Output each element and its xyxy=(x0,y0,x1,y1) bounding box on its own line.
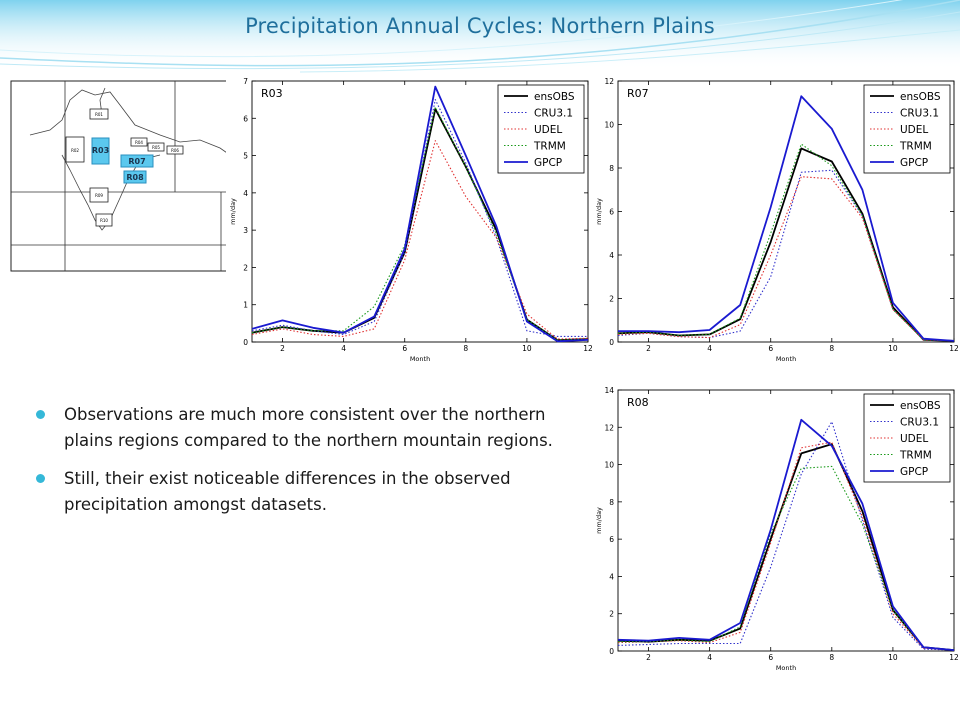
y-tick-label: 3 xyxy=(243,226,248,235)
map-label-r10: R10 xyxy=(100,218,108,223)
legend-label: GPCP xyxy=(534,157,562,169)
x-tick-label: 10 xyxy=(522,344,532,353)
x-axis-label: Month xyxy=(776,355,796,363)
x-tick-label: 6 xyxy=(402,344,407,353)
series-line-udel xyxy=(617,441,955,651)
bullet-item: Still, their exist noticeable difference… xyxy=(36,466,556,518)
y-tick-label: 7 xyxy=(243,77,248,86)
legend-label: GPCP xyxy=(900,466,928,478)
legend-label: UDEL xyxy=(900,124,928,136)
chart-r08: 2 4 6 8 10 12 0 2 4 6 8 10 12 14 Month mm/day R08 ensOBS C… xyxy=(592,384,958,676)
y-tick-label: 0 xyxy=(609,647,614,656)
y-axis-label: mm/day xyxy=(595,198,603,225)
x-axis-label: Month xyxy=(410,355,430,363)
y-tick-label: 10 xyxy=(604,461,614,470)
x-tick-label: 10 xyxy=(888,344,898,353)
bullet-text: Still, their exist noticeable difference… xyxy=(64,469,511,514)
legend-label: TRMM xyxy=(899,450,932,462)
legend-label: CRU3.1 xyxy=(534,108,573,120)
x-tick-label: 2 xyxy=(646,344,651,353)
series-line-udel xyxy=(617,176,955,342)
x-tick-label: 4 xyxy=(341,344,346,353)
legend-label: CRU3.1 xyxy=(900,417,939,429)
map-label-r05: R05 xyxy=(152,145,160,150)
bullet-list: Observations are much more consistent ov… xyxy=(36,402,556,530)
legend-label: ensOBS xyxy=(900,400,941,412)
x-tick-label: 2 xyxy=(280,344,285,353)
legend-label: UDEL xyxy=(900,433,928,445)
x-tick-label: 4 xyxy=(707,653,712,662)
x-tick-label: 12 xyxy=(583,344,592,353)
chart-title: R03 xyxy=(261,87,283,100)
y-tick-label: 8 xyxy=(609,498,614,507)
y-tick-label: 6 xyxy=(609,208,614,217)
bullet-dot-icon xyxy=(36,410,45,419)
legend-label: TRMM xyxy=(533,141,566,153)
series-line-udel xyxy=(251,140,589,340)
map-label-r04: R04 xyxy=(135,140,143,145)
y-tick-label: 6 xyxy=(243,114,248,123)
y-tick-label: 12 xyxy=(604,77,614,86)
y-tick-label: 2 xyxy=(243,263,248,272)
chart-title: R07 xyxy=(627,87,649,100)
chart-r07: 2 4 6 8 10 12 0 2 4 6 8 10 12 Month mm/day R07 ensOBS CRU… xyxy=(592,75,958,367)
y-tick-label: 14 xyxy=(604,386,614,395)
x-axis-label: Month xyxy=(776,664,796,672)
map-label-r03: R03 xyxy=(92,146,109,155)
slide-title: Precipitation Annual Cycles: Northern Pl… xyxy=(245,14,715,38)
map-label-r08: R08 xyxy=(126,173,144,182)
y-tick-label: 4 xyxy=(243,189,248,198)
legend-label: ensOBS xyxy=(900,91,941,103)
x-tick-label: 8 xyxy=(463,344,468,353)
chart-title: R08 xyxy=(627,396,649,409)
y-tick-label: 0 xyxy=(609,338,614,347)
series-line-gpcp xyxy=(617,418,955,651)
region-map: R01 R02 R04 R05 R06 R09 R10 R03 R07 R08 xyxy=(10,80,254,272)
series-line-gpcp xyxy=(618,95,955,342)
series-line-trmm xyxy=(251,106,589,341)
series-line-trmm xyxy=(617,143,955,342)
y-tick-label: 6 xyxy=(609,535,614,544)
x-tick-label: 4 xyxy=(707,344,712,353)
series-line-trmm xyxy=(618,465,955,651)
y-tick-label: 10 xyxy=(604,121,614,130)
y-axis-label: mm/day xyxy=(229,198,237,225)
y-tick-label: 8 xyxy=(609,164,614,173)
y-tick-label: 2 xyxy=(609,295,614,304)
legend-label: TRMM xyxy=(899,141,932,153)
x-tick-label: 8 xyxy=(829,653,834,662)
y-axis-label: mm/day xyxy=(595,507,603,534)
bullet-dot-icon xyxy=(36,474,45,483)
y-tick-label: 4 xyxy=(609,251,614,260)
x-tick-label: 12 xyxy=(949,653,958,662)
map-label-r01: R01 xyxy=(95,112,103,117)
bullet-item: Observations are much more consistent ov… xyxy=(36,402,556,454)
map-label-r02: R02 xyxy=(71,148,79,153)
y-tick-label: 12 xyxy=(604,423,614,432)
series-line-gpcp xyxy=(251,85,589,343)
legend-label: GPCP xyxy=(900,157,928,169)
y-tick-label: 4 xyxy=(609,572,614,581)
y-tick-label: 1 xyxy=(243,301,248,310)
x-tick-label: 12 xyxy=(949,344,958,353)
x-tick-label: 10 xyxy=(888,653,898,662)
x-tick-label: 8 xyxy=(829,344,834,353)
y-tick-label: 2 xyxy=(609,610,614,619)
x-tick-label: 6 xyxy=(768,653,773,662)
map-label-r09: R09 xyxy=(95,193,103,198)
y-tick-label: 0 xyxy=(243,338,248,347)
x-tick-label: 6 xyxy=(768,344,773,353)
map-label-r06: R06 xyxy=(171,148,179,153)
bullet-text: Observations are much more consistent ov… xyxy=(64,405,553,450)
x-tick-label: 2 xyxy=(646,653,651,662)
y-tick-label: 5 xyxy=(243,152,248,161)
region-boxes xyxy=(65,108,184,227)
legend-label: UDEL xyxy=(534,124,562,136)
legend-label: ensOBS xyxy=(534,91,575,103)
map-label-r07: R07 xyxy=(128,157,145,166)
series-line-cru31 xyxy=(617,421,955,651)
legend-label: CRU3.1 xyxy=(900,108,939,120)
